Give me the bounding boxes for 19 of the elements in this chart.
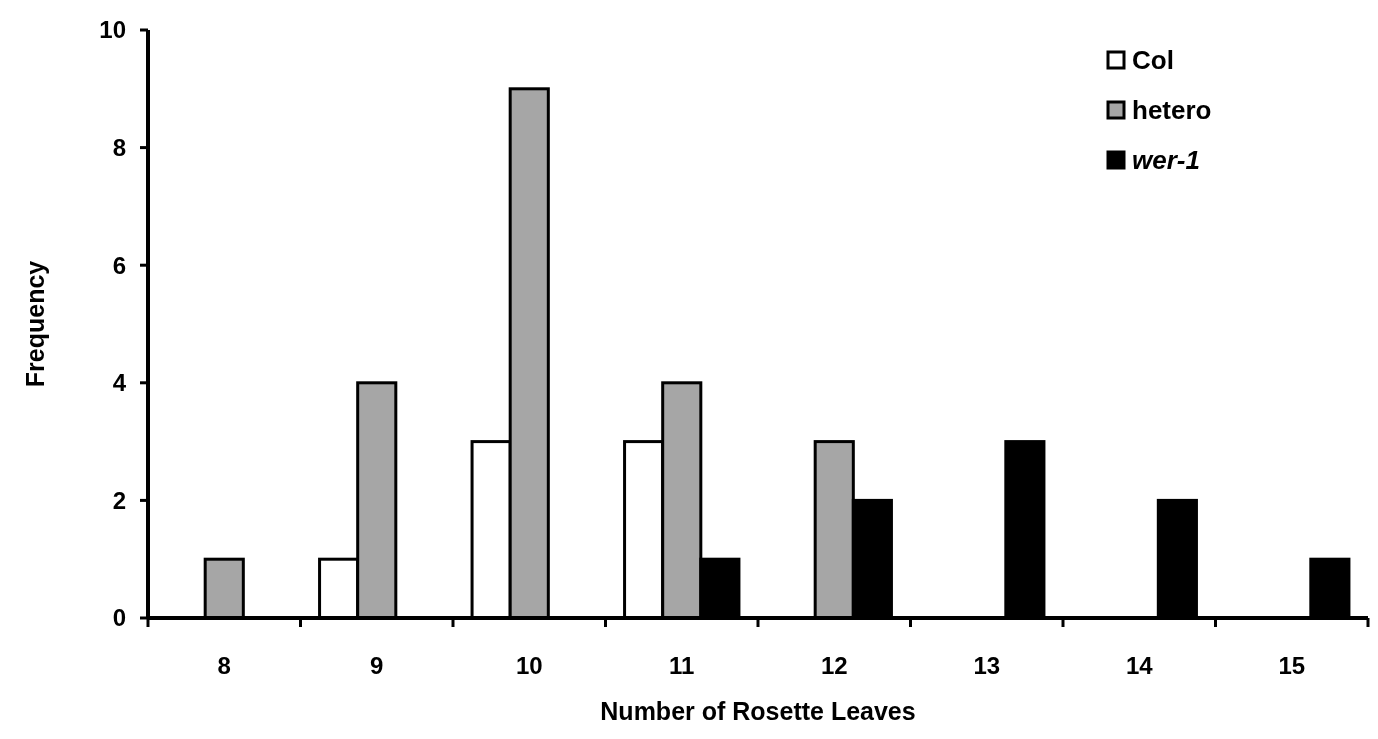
x-axis-title: Number of Rosette Leaves <box>600 697 916 725</box>
y-tick-label: 4 <box>112 369 127 397</box>
y-axis-title: Frequency <box>21 260 49 388</box>
x-tick-label: 15 <box>1278 652 1306 679</box>
x-tick-label: 8 <box>217 652 231 679</box>
legend-label: Col <box>1132 45 1174 76</box>
legend-label: hetero <box>1132 95 1212 126</box>
legend-label: wer-1 <box>1132 145 1200 176</box>
x-tick-label: 11 <box>669 652 695 679</box>
x-tick-label: 9 <box>370 652 384 679</box>
x-tick-label: 14 <box>1125 652 1154 679</box>
y-tick-label: 0 <box>112 604 126 632</box>
y-tick-label: 10 <box>99 16 126 44</box>
y-tick-label: 2 <box>112 486 126 514</box>
y-tick-label: 6 <box>112 251 126 279</box>
x-tick-label: 10 <box>515 652 543 679</box>
y-tick-label: 8 <box>112 134 126 161</box>
x-tick-label: 12 <box>820 652 848 679</box>
x-tick-label: 13 <box>973 652 1001 679</box>
